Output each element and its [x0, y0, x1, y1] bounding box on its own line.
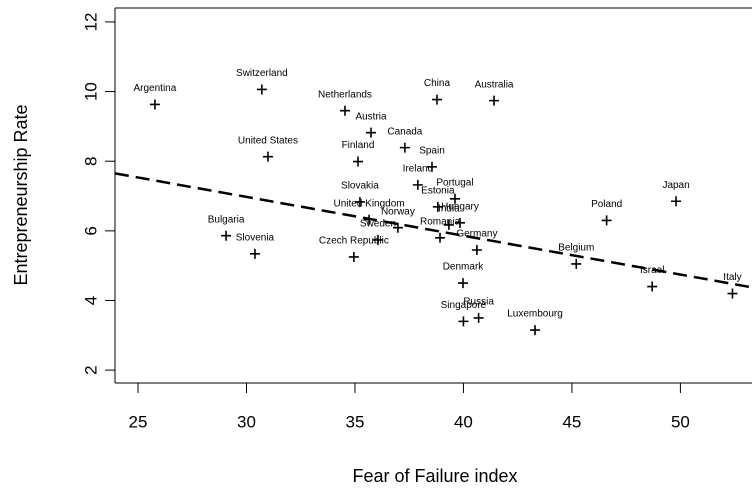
point-label: Denmark — [443, 262, 485, 273]
point — [458, 278, 469, 289]
point — [221, 230, 232, 241]
y-axis-title: Entrepreneurship Rate — [11, 104, 31, 285]
point — [256, 84, 267, 95]
point-label: Finland — [342, 140, 375, 151]
point — [372, 234, 383, 245]
point — [671, 196, 682, 207]
point-label: Estonia — [421, 185, 455, 196]
point-label: Slovenia — [236, 232, 275, 243]
point — [435, 232, 446, 243]
y-tick-label: 2 — [81, 365, 100, 374]
point — [432, 201, 443, 212]
point-label: Luxembourg — [507, 309, 563, 320]
point — [431, 94, 442, 105]
point — [412, 179, 423, 190]
x-tick-label: 50 — [671, 412, 690, 431]
point-label: China — [424, 78, 451, 89]
point — [471, 244, 482, 255]
point — [530, 325, 541, 336]
x-tick-label: 30 — [237, 412, 256, 431]
point — [392, 222, 403, 233]
point-label: Singapore — [441, 300, 487, 311]
point-label: India — [438, 204, 460, 215]
point-label: United States — [238, 135, 298, 146]
point-label: Italy — [723, 272, 741, 283]
y-tick-label: 4 — [81, 296, 100, 305]
point-label: Portugal — [436, 177, 473, 188]
point-label: United Kingdom — [333, 198, 404, 209]
point-label: Canada — [387, 126, 422, 137]
point-label: Argentina — [134, 83, 177, 94]
point — [339, 105, 350, 116]
point-label: Japan — [662, 180, 689, 191]
point-label: Poland — [591, 199, 622, 210]
point — [571, 258, 582, 269]
trend-line — [114, 172, 752, 289]
x-tick-label: 35 — [345, 412, 364, 431]
point — [458, 316, 469, 327]
y-tick-label: 12 — [81, 12, 100, 31]
point-label: Australia — [475, 79, 514, 90]
point-label: Spain — [419, 145, 445, 156]
point — [489, 95, 500, 106]
y-tick-label: 6 — [81, 226, 100, 235]
point — [647, 281, 658, 292]
point-label: Bulgaria — [208, 214, 245, 225]
point — [354, 196, 365, 207]
point — [399, 142, 410, 153]
point — [443, 219, 454, 230]
point-label: Israel — [640, 265, 664, 276]
point — [426, 161, 437, 172]
point-label: Russia — [463, 297, 494, 308]
point-label: Germany — [456, 229, 497, 240]
x-tick-label: 45 — [562, 412, 581, 431]
point-label: Netherlands — [318, 89, 372, 100]
point-label: Hungary — [441, 201, 479, 212]
point — [149, 99, 160, 110]
point-label: Switzerland — [236, 68, 288, 79]
point — [454, 217, 465, 228]
point — [352, 156, 363, 167]
point — [473, 312, 484, 323]
point-label: Romania — [420, 216, 460, 227]
point — [348, 251, 359, 262]
point — [601, 215, 612, 226]
point — [364, 214, 375, 225]
point-label: Ireland — [403, 164, 434, 175]
point — [727, 288, 738, 299]
point — [366, 127, 377, 138]
point-label: Czech Republic — [319, 236, 389, 247]
point-label: Slovakia — [341, 181, 379, 192]
x-axis-title: Fear of Failure index — [352, 466, 517, 486]
point-label: Austria — [355, 111, 387, 122]
x-tick-label: 40 — [454, 412, 473, 431]
y-tick-label: 10 — [81, 82, 100, 101]
point-label: Norway — [381, 206, 415, 217]
point — [262, 151, 273, 162]
y-tick-label: 8 — [81, 156, 100, 165]
point — [449, 193, 460, 204]
point-label: Sweden — [360, 219, 396, 230]
point — [249, 248, 260, 259]
x-tick-label: 25 — [129, 412, 148, 431]
point-label: Belgium — [558, 243, 594, 254]
